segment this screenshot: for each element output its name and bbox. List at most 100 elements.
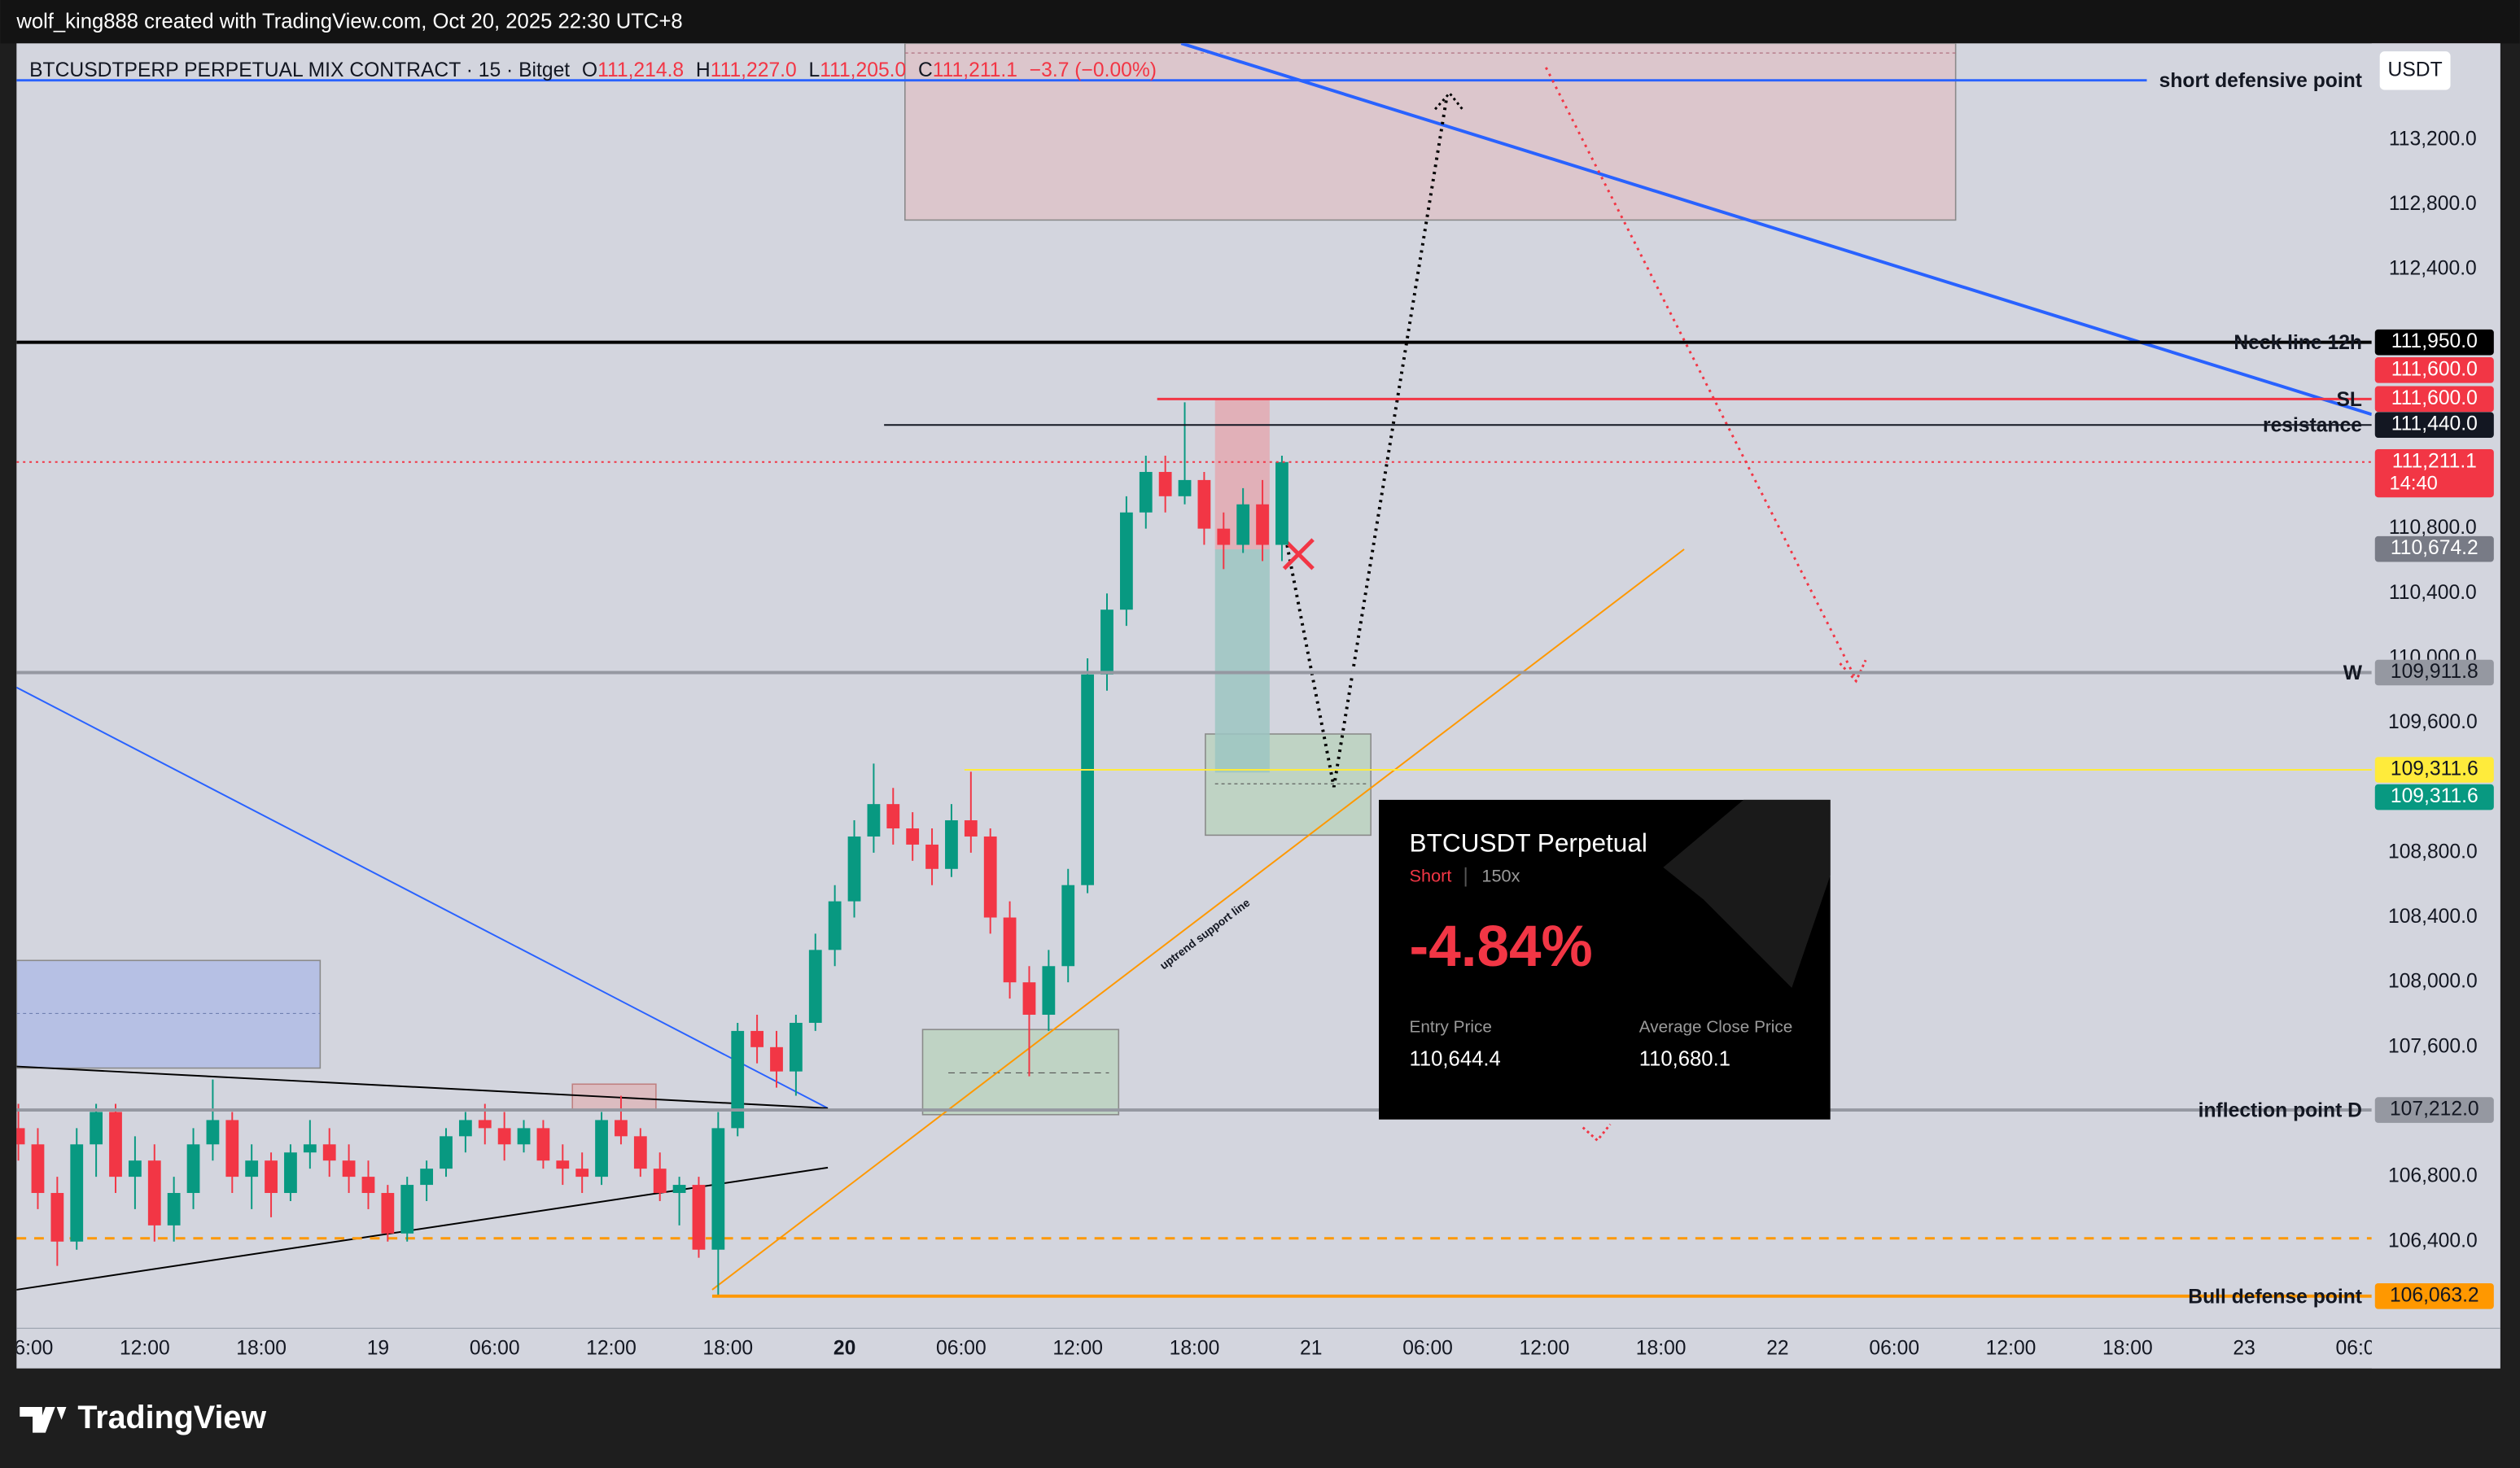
y-tick-label: 110,400.0	[2389, 582, 2477, 604]
countdown: 14:40	[2390, 474, 2438, 495]
candle-body	[1139, 471, 1153, 513]
price-label: 111,950.0	[2391, 330, 2478, 352]
price-label-bg	[2374, 1283, 2494, 1309]
level-name: resistance	[2263, 415, 2362, 437]
card-pnl: -4.84%	[1410, 915, 1593, 979]
triangle-line	[16, 1065, 829, 1109]
y-tick-label: 107,600.0	[2388, 1035, 2478, 1057]
price-label-bg	[2374, 357, 2494, 383]
h-label: H	[696, 59, 711, 81]
x-tick-label: 12:00	[586, 1337, 637, 1359]
level-name: SL	[2336, 389, 2362, 411]
plot-area: uptrend support line	[16, 43, 2372, 1298]
candle-body	[381, 1193, 395, 1234]
high: 111,227.0	[711, 59, 797, 81]
l-label: L	[808, 59, 820, 81]
candle-body	[711, 1128, 725, 1250]
candle-body	[400, 1185, 414, 1234]
candle-body	[1275, 461, 1288, 545]
candle-body	[167, 1193, 181, 1226]
logo-icon	[20, 1406, 67, 1433]
projection-path	[1284, 99, 1448, 788]
candle-body	[50, 1193, 64, 1242]
x-tick-label: 22	[1766, 1337, 1788, 1359]
price-label: 111,440.0	[2391, 413, 2478, 435]
footer-logo: TradingView	[20, 1400, 266, 1435]
candle-body	[964, 820, 978, 837]
candle-body	[789, 1022, 803, 1072]
price-label: 109,311.6	[2391, 758, 2478, 780]
y-tick-label: 113,200.0	[2389, 128, 2477, 150]
candle-body	[983, 836, 997, 918]
x-tick-label: 18:00	[1636, 1337, 1687, 1359]
candle-body	[420, 1169, 434, 1186]
candle-body	[653, 1169, 667, 1194]
candle-body	[478, 1120, 492, 1129]
x-tick-label: 06:00	[1402, 1337, 1453, 1359]
price-label-bg	[2374, 386, 2494, 413]
price-label-bg	[2374, 757, 2494, 783]
price-label: 107,212.0	[2390, 1099, 2479, 1121]
target-zone	[1214, 549, 1270, 773]
candle-body	[440, 1136, 453, 1169]
candle-body	[556, 1160, 570, 1169]
candle-body	[1022, 982, 1036, 1015]
level-name: Neck line 12h	[2233, 332, 2362, 354]
x-tick-label: 06:00	[3, 1337, 54, 1359]
level-name: inflection point D	[2198, 1100, 2362, 1122]
candle-body	[361, 1177, 375, 1194]
top-bar	[0, 0, 2520, 44]
price-label-bg	[2374, 448, 2494, 498]
price-label: 110,674.2	[2391, 537, 2478, 559]
price-label-bg	[2374, 535, 2494, 562]
price-label-bg	[2374, 659, 2494, 686]
candle-body	[808, 950, 822, 1023]
y-tick-label: 106,800.0	[2388, 1165, 2478, 1187]
y-tick-label: 109,600.0	[2388, 711, 2478, 733]
x-tick-label: 18:00	[2102, 1337, 2153, 1359]
candle-body	[692, 1185, 706, 1250]
open: 111,214.8	[597, 59, 684, 81]
o-label: O	[582, 59, 597, 81]
currency-box	[2379, 51, 2451, 90]
trend-line	[1180, 43, 2372, 417]
candle-body	[1081, 674, 1095, 885]
candle-body	[847, 836, 861, 902]
candle-body	[633, 1136, 647, 1169]
level-name: Bull defense point	[2188, 1286, 2362, 1308]
symbol: BTCUSDTPERP PERPETUAL MIX CONTRACT · 15 …	[29, 59, 570, 81]
x-tick-label: 18:00	[702, 1337, 753, 1359]
x-tick-label: 12:00	[120, 1337, 170, 1359]
price-scale	[2371, 43, 2500, 1369]
price-label: 109,311.6	[2391, 785, 2478, 807]
x-tick-label: 06:00	[2336, 1337, 2387, 1359]
price-label: 109,911.8	[2391, 661, 2478, 683]
x-tick-label: 06:00	[470, 1337, 520, 1359]
candle-body	[225, 1120, 239, 1177]
y-tick-label: 112,400.0	[2389, 258, 2477, 280]
y-tick-label: 106,400.0	[2388, 1230, 2478, 1252]
logo-text: TradingView	[77, 1400, 266, 1435]
candle-body	[1100, 609, 1113, 675]
candle-body	[1003, 917, 1017, 983]
y-tick-label: 108,800.0	[2388, 841, 2478, 863]
candle-body	[1217, 528, 1231, 545]
y-tick-label: 108,000.0	[2388, 971, 2478, 993]
candle-body	[1158, 471, 1172, 496]
candle-body	[458, 1120, 472, 1137]
price-label: 106,063.2	[2390, 1284, 2479, 1306]
candle-body	[245, 1160, 259, 1177]
candle-body	[322, 1144, 336, 1161]
candle-body	[128, 1160, 142, 1177]
candle-body	[284, 1152, 297, 1194]
candle-body	[906, 828, 920, 845]
entry-label: Entry Price	[1410, 1018, 1492, 1037]
price-label: 111,600.0	[2391, 387, 2478, 409]
x-tick-label: 20	[833, 1337, 855, 1359]
projection-arrow	[1582, 1123, 1612, 1143]
x-tick-label: 12:00	[1520, 1337, 1570, 1359]
price-label: 111,600.0	[2391, 358, 2478, 380]
c-label: C	[918, 59, 933, 81]
candle-body	[595, 1120, 608, 1177]
projection-arrow	[1839, 659, 1867, 684]
